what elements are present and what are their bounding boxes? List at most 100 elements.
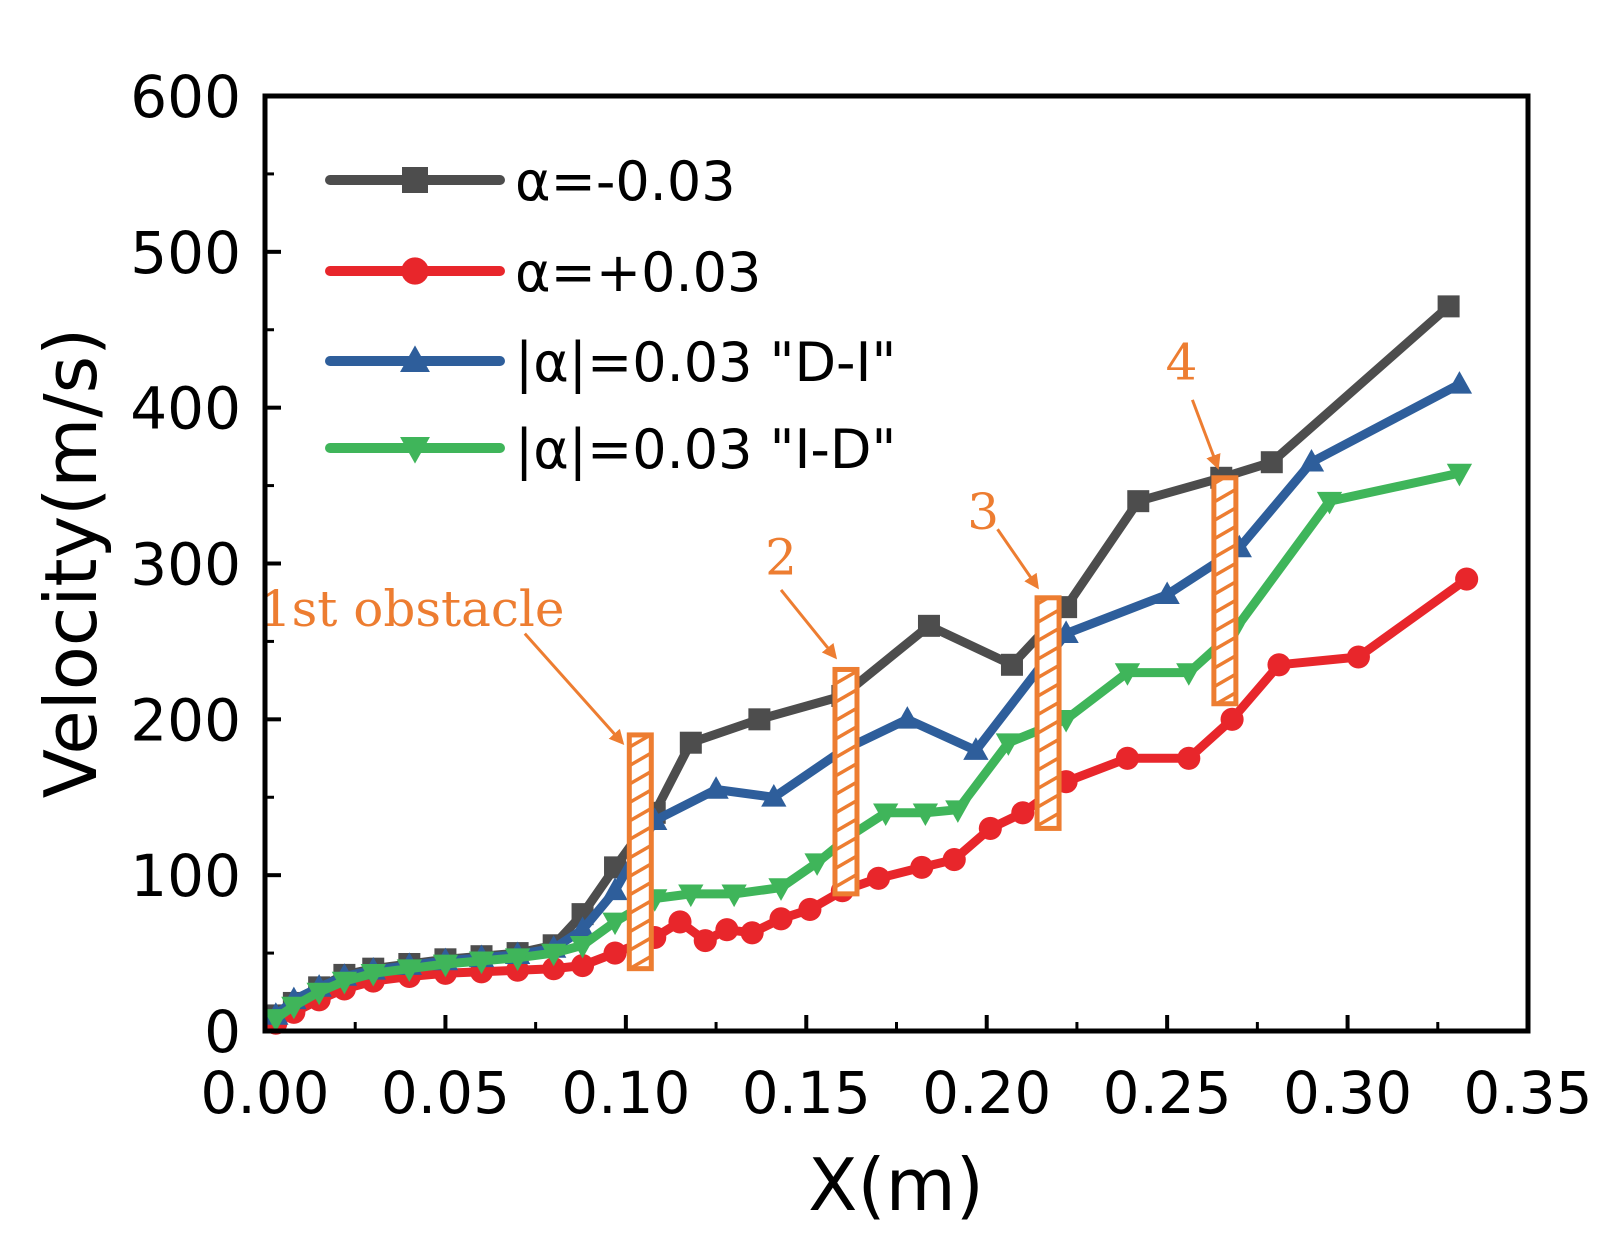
data-point <box>768 878 794 901</box>
data-point <box>360 963 386 987</box>
data-point <box>306 982 332 1006</box>
data-point <box>910 855 934 879</box>
data-point <box>331 971 358 995</box>
data-point <box>715 918 739 942</box>
data-point <box>1127 490 1150 513</box>
data-point <box>894 706 920 729</box>
data-point <box>995 733 1022 756</box>
data-point <box>942 848 966 872</box>
x-axis-title: X(m) <box>808 1143 984 1227</box>
legend-entry: α=-0.03 <box>325 150 736 213</box>
data-point <box>804 853 830 876</box>
data-point <box>1346 645 1370 669</box>
x-tick-label: 0.00 <box>200 1059 329 1127</box>
legend-entry: |α|=0.03 "D-I" <box>325 331 896 394</box>
data-point <box>1115 746 1139 770</box>
data-point <box>569 916 596 940</box>
obstacle-arrow <box>779 589 838 660</box>
obstacle-label: 1st obstacle <box>260 580 565 638</box>
legend: α=-0.03 α=+0.03 |α|=0.03 "D-I" |α|=0.03 "I-… <box>325 150 896 481</box>
data-point <box>602 912 628 936</box>
data-point <box>1446 463 1473 487</box>
data-point <box>873 803 899 827</box>
data-point <box>1220 707 1244 731</box>
data-point <box>1267 653 1291 677</box>
plot-marks <box>263 295 1479 1035</box>
y-tick-label: 400 <box>130 375 241 443</box>
data-point <box>761 784 787 807</box>
data-point <box>679 731 702 754</box>
y-tick-label: 0 <box>204 998 241 1066</box>
data-point <box>678 884 704 908</box>
series-3 <box>263 463 1473 1032</box>
x-tick-label: 0.35 <box>1463 1059 1592 1127</box>
data-point <box>569 935 596 959</box>
y-tick-label: 100 <box>130 842 241 910</box>
data-point <box>1011 801 1035 825</box>
data-point <box>541 943 567 967</box>
legend-label: α=+0.03 <box>515 241 761 304</box>
obstacle-label: 4 <box>1166 334 1198 392</box>
legend-entry: α=+0.03 <box>325 241 761 304</box>
legend-marker <box>400 345 430 373</box>
obstacle-annotation-4: 4 <box>1166 334 1239 707</box>
y-axis-title: Velocity(m/s) <box>29 328 113 799</box>
data-point <box>1000 653 1023 676</box>
data-point <box>798 897 822 921</box>
data-point <box>1177 746 1201 770</box>
obstacle-label: 2 <box>765 528 797 586</box>
data-point <box>721 884 747 908</box>
data-point <box>963 737 989 760</box>
data-point <box>1114 663 1141 686</box>
x-tick-label: 0.25 <box>1103 1059 1232 1127</box>
data-point <box>263 1009 289 1032</box>
x-tick-label: 0.05 <box>381 1059 510 1127</box>
data-point <box>748 708 771 731</box>
obstacle-box <box>1211 475 1239 707</box>
legend-label: |α|=0.03 "I-D" <box>515 418 896 481</box>
data-point <box>945 800 971 823</box>
obstacle-annotation-1: 1st obstacle <box>260 580 654 972</box>
obstacle-arrow <box>1190 399 1221 470</box>
data-point <box>432 954 459 978</box>
obstacle-arrow <box>996 528 1039 590</box>
data-point <box>912 803 939 827</box>
data-point <box>866 866 891 890</box>
data-point <box>603 941 627 965</box>
obstacle-label: 3 <box>967 483 999 541</box>
obstacle-box <box>1034 595 1062 831</box>
data-point <box>396 959 422 982</box>
obstacle-box <box>626 732 654 972</box>
data-point <box>703 776 729 799</box>
y-tick-label: 300 <box>130 531 241 599</box>
data-point <box>542 957 566 981</box>
data-point <box>571 954 595 978</box>
series-line <box>271 468 1464 1023</box>
data-point <box>281 996 307 1020</box>
axis-ticks: 0.00 0.05 0.10 0.15 0.20 0.25 0.30 0.35 0 100 200 3… <box>130 63 1592 1127</box>
data-point <box>1176 663 1202 686</box>
x-tick-label: 0.30 <box>1283 1059 1412 1127</box>
data-point <box>1446 371 1473 394</box>
data-point <box>740 921 764 945</box>
obstacle-arrow <box>523 632 625 745</box>
data-point <box>1154 581 1180 605</box>
data-point <box>1260 451 1283 474</box>
data-point <box>978 816 1002 840</box>
legend-marker <box>400 436 430 464</box>
data-point <box>602 877 628 901</box>
obstacle-annotation-2: 2 <box>765 528 860 897</box>
y-tick-label: 200 <box>130 686 241 754</box>
data-point <box>917 614 940 637</box>
legend-marker <box>401 257 429 285</box>
obstacle-annotations: 1st obstacle 2 3 4 <box>260 334 1239 972</box>
data-point <box>668 910 692 934</box>
y-tick-label: 600 <box>130 63 241 131</box>
data-point <box>693 929 717 953</box>
x-tick-label: 0.15 <box>742 1059 871 1127</box>
data-point <box>504 948 531 971</box>
y-tick-label: 500 <box>130 219 241 287</box>
data-point <box>1316 491 1343 515</box>
